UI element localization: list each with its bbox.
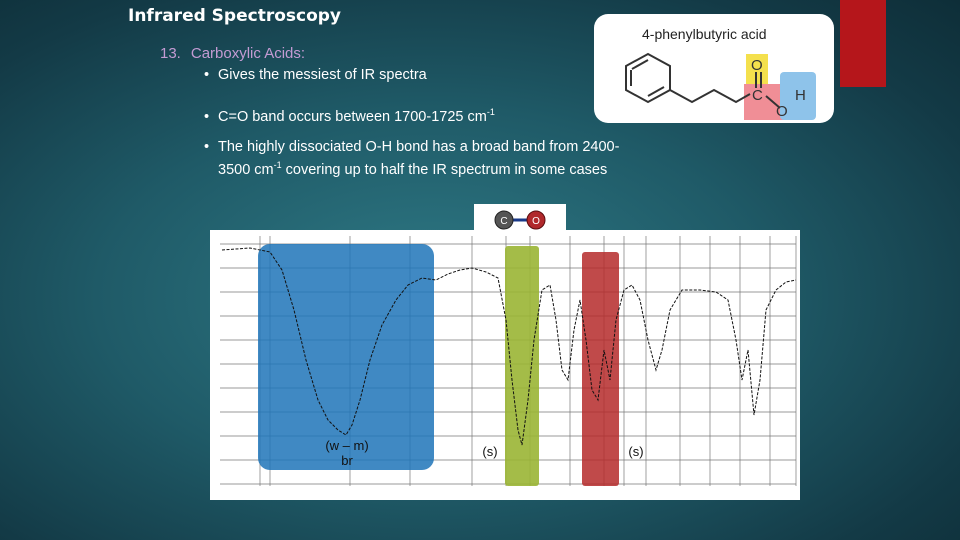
band-label-oh: (w – m) br [314,438,380,468]
section-number: 13. [160,45,181,62]
bullet-glyph: • [204,67,210,83]
bullet-co-band: • C=O band occurs between 1700-1725 cm-1 [204,103,495,126]
atom-h: H [795,87,806,104]
bullet-continuation: 3500 cm-1 covering up to half the IR spe… [204,156,674,179]
oxygen-atom [526,210,546,230]
carbon-highlight [744,84,784,120]
carbon-label: C [500,216,507,227]
section-title: Carboxylic Acids: [190,45,306,62]
bullet-text: Gives the messiest of IR spectra [218,67,427,83]
bullet-messiest: • Gives the messiest of IR spectra [204,66,427,84]
butyl-chain [669,88,751,104]
oxygen-label: O [532,216,540,227]
molecule-name: 4-phenylbutyric acid [642,26,767,42]
co-band-highlight [505,246,539,486]
superscript: -1 [486,107,495,117]
band-label-co: (s) [482,444,498,459]
spectrum-trace [221,247,797,446]
molecule-structure: O C O H [625,52,816,120]
band-label-co-stretch: (s) [628,444,644,459]
molecule-card: 4-phenylbutyric acid O C O H [594,14,834,123]
hydroxyl-highlight [780,72,816,120]
section-heading: 13. Carboxylic Acids: [160,45,305,62]
benzene-ring [625,52,671,104]
bullet-oh-band: • The highly dissociated O-H bond has a b… [204,138,674,179]
bullet-glyph: • [204,139,210,155]
oh-band-highlight [258,244,434,470]
band-label-line: br [341,453,353,468]
slide-title: Infrared Spectroscopy [128,6,342,26]
carbon-atom [494,210,514,230]
red-corner-accent [840,0,886,87]
carbonyl-highlight [746,54,768,84]
atom-c: C [752,87,763,104]
bullet-text: The highly dissociated O-H bond has a br… [218,139,620,155]
bullet-text: C=O band occurs between 1700-1725 cm [218,108,487,125]
bullet-text: covering up to half the IR spectrum in s… [281,161,608,178]
band-label-line: (w – m) [325,438,369,453]
ir-spectrum [210,230,800,500]
superscript: -1 [273,160,282,170]
atom-o-right: O [776,103,788,120]
bullet-text: 3500 cm [218,161,274,178]
atom-o-top: O [751,57,763,74]
co-stretch-band-highlight [582,252,619,486]
bullet-glyph: • [204,108,210,125]
